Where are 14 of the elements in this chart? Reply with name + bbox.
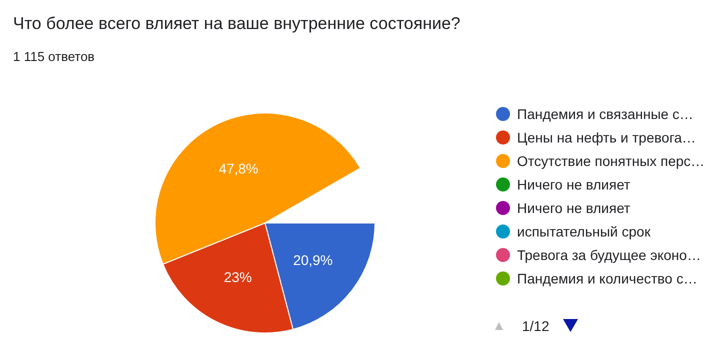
data-label: 20,9% <box>293 252 333 268</box>
legend-label: Тревога за будущее эконо… <box>517 247 701 263</box>
legend-label: испытательный срок <box>517 224 652 240</box>
chart-title: Что более всего влияет на ваше внутренние состояние? <box>13 14 460 33</box>
data-label: 47,8% <box>218 160 258 177</box>
legend-label: Ничего не влияет <box>517 176 631 192</box>
legend-label: Отсутствие понятных перс… <box>517 153 705 169</box>
legend-label: Цены на нефть и тревога… <box>517 130 696 146</box>
chart-subtitle: 1 115 ответов <box>13 49 95 64</box>
legend-label: Ничего не влияет <box>517 200 631 216</box>
legend-label: Пандемия и связанные с… <box>517 106 694 122</box>
data-label: 23% <box>224 269 252 286</box>
legend-label: Пандемия и количество с… <box>517 270 698 286</box>
text: 1/12 <box>522 318 550 334</box>
